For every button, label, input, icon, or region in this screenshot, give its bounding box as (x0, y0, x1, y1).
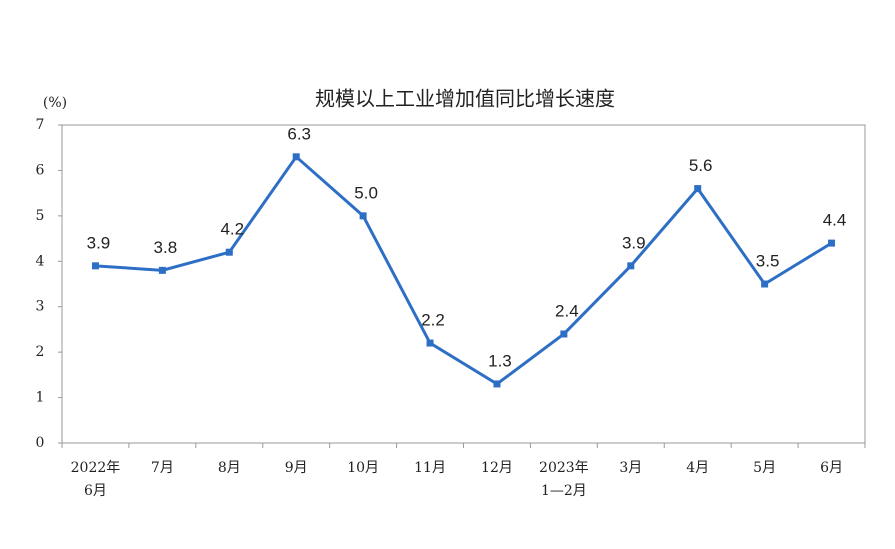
point-marker (91, 262, 99, 270)
x-tick-label: 8月 (218, 460, 241, 476)
point-marker (828, 239, 836, 247)
point-marker (359, 212, 367, 220)
y-tick-label: 2 (36, 344, 45, 360)
point-marker (761, 280, 769, 288)
y-tick-label: 6 (36, 162, 45, 178)
value-label: 2.4 (555, 301, 579, 320)
value-label: 4.2 (220, 220, 244, 239)
value-label: 4.4 (823, 211, 847, 230)
y-tick-label: 7 (36, 117, 45, 133)
x-tick-label: 7月 (151, 460, 174, 476)
point-marker (493, 380, 501, 388)
value-label: 5.6 (689, 156, 713, 175)
series-line (95, 154, 833, 386)
point-marker (225, 248, 233, 256)
y-tick-label: 3 (36, 299, 45, 315)
point-marker (426, 339, 434, 347)
point-marker (560, 330, 568, 338)
value-label: 3.8 (154, 238, 178, 257)
value-label: 1.3 (488, 351, 512, 370)
x-tick-label: 4月 (686, 460, 709, 476)
value-label: 3.5 (756, 251, 780, 270)
value-label: 5.0 (354, 183, 378, 202)
value-label: 3.9 (87, 233, 111, 252)
y-tick-label: 5 (36, 208, 45, 224)
x-tick-label: 6月 (820, 460, 843, 476)
x-tick-label: 12月 (481, 460, 513, 476)
y-tick-label: 0 (36, 435, 45, 451)
y-axis-label: (%) (43, 95, 67, 111)
y-tick-label: 4 (36, 253, 45, 269)
x-tick-label: 5月 (753, 460, 776, 476)
x-tick-label: 2023年 1—2月 (539, 460, 589, 499)
plot-frame (61, 124, 866, 444)
x-tick-label: 3月 (619, 460, 642, 476)
value-label: 3.9 (622, 233, 646, 252)
x-tick-label: 11月 (414, 460, 446, 476)
x-tick-label: 10月 (347, 460, 379, 476)
chart-title: 规模以上工业增加值同比增长速度 (315, 87, 615, 111)
point-marker (292, 153, 300, 161)
point-marker (627, 262, 635, 270)
point-marker (158, 266, 166, 274)
y-tick-label: 1 (36, 390, 45, 406)
point-marker (694, 185, 702, 193)
value-label: 2.2 (421, 311, 445, 330)
value-label: 6.3 (287, 124, 311, 143)
x-tick-label: 2022年 6月 (71, 460, 121, 499)
x-tick-label: 9月 (285, 460, 308, 476)
